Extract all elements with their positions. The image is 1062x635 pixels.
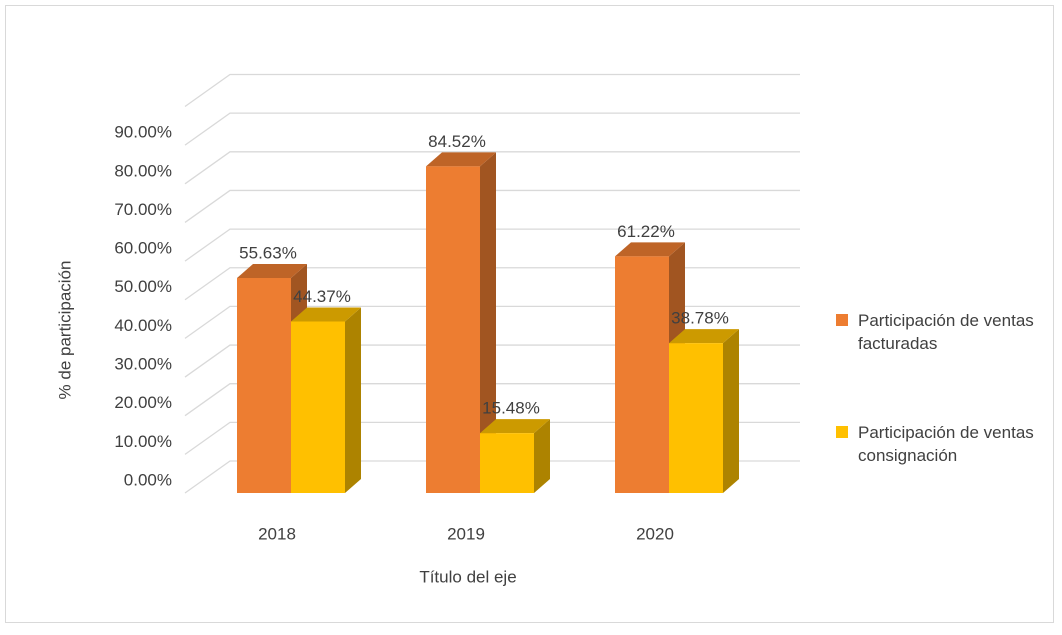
bar-top	[669, 329, 739, 344]
data-label: 55.63%	[239, 243, 297, 262]
bar	[426, 152, 496, 493]
bar	[480, 419, 550, 493]
grid-line	[184, 460, 800, 494]
x-tick-label: 2018	[258, 524, 296, 543]
grid-line	[184, 151, 800, 185]
grid-line	[184, 383, 800, 417]
grid-line	[184, 228, 800, 262]
bar-top	[480, 419, 550, 434]
bar-front	[669, 343, 723, 493]
bar	[291, 307, 361, 493]
grid-line	[184, 112, 800, 146]
bar-top	[426, 152, 496, 167]
data-label: 84.52%	[428, 132, 486, 151]
bar-top	[291, 307, 361, 322]
x-tick-label: 2019	[447, 524, 485, 543]
bar-top	[615, 242, 685, 257]
y-tick-label: 0.00%	[124, 470, 172, 489]
data-label: 15.48%	[482, 399, 540, 418]
legend-label: Participación de ventas facturadas	[858, 311, 1034, 353]
data-label: 61.22%	[617, 222, 675, 241]
legend-label: Participación de ventas consignación	[858, 423, 1034, 465]
y-tick-label: 60.00%	[114, 239, 172, 258]
y-tick-label: 20.00%	[114, 393, 172, 412]
grid-line	[184, 267, 800, 301]
legend-swatch	[836, 426, 848, 438]
bar-front	[615, 256, 669, 493]
grid-line	[184, 189, 800, 223]
y-tick-label: 30.00%	[114, 355, 172, 374]
bar-front	[237, 277, 291, 493]
bar-front	[480, 433, 534, 493]
bar-side	[534, 419, 550, 493]
legend-swatch	[836, 314, 848, 326]
wall-top	[184, 73, 800, 108]
grid-line	[184, 344, 800, 378]
y-tick-label: 10.00%	[114, 432, 172, 451]
y-axis-title: % de participación	[55, 261, 74, 400]
bar	[669, 329, 739, 493]
bar-side	[723, 329, 739, 493]
chart-border	[5, 5, 1054, 623]
bar-side	[345, 307, 361, 493]
bar-front	[291, 321, 345, 493]
data-label: 44.37%	[293, 287, 351, 306]
grid-line	[184, 305, 800, 339]
bar-front	[426, 166, 480, 493]
x-axis-title: Título del eje	[419, 567, 516, 586]
bar-top	[237, 263, 307, 278]
y-tick-label: 90.00%	[114, 123, 172, 142]
data-label: 38.78%	[671, 309, 729, 328]
y-tick-label: 50.00%	[114, 277, 172, 296]
y-tick-label: 40.00%	[114, 316, 172, 335]
x-tick-label: 2020	[636, 524, 674, 543]
grid-line	[184, 421, 800, 455]
y-tick-label: 80.00%	[114, 161, 172, 180]
y-tick-label: 70.00%	[114, 200, 172, 219]
bar-side	[480, 152, 496, 493]
